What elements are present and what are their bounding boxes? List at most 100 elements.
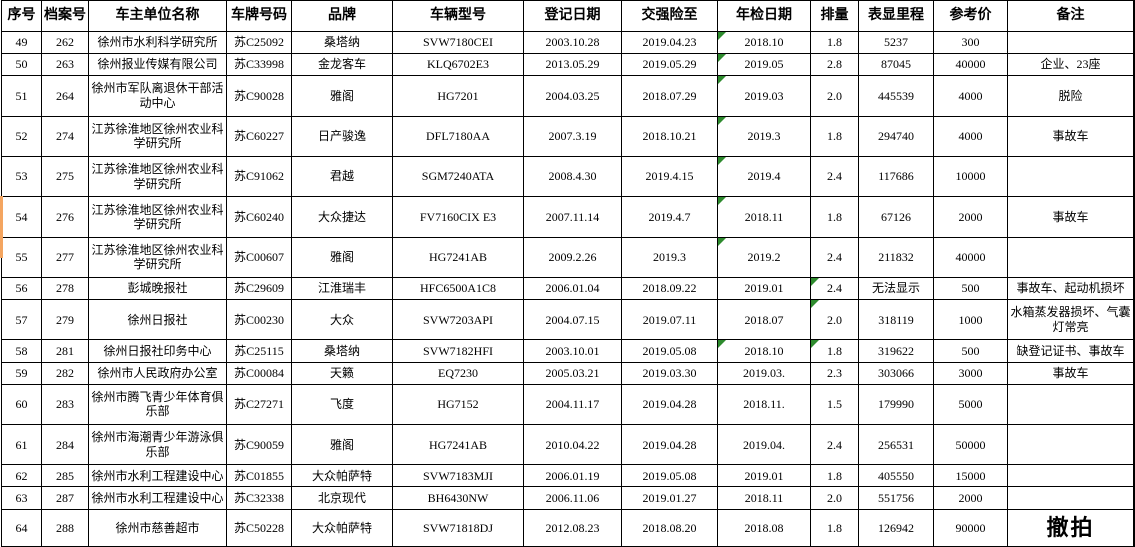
cell-brand[interactable]: 雅阁 [291, 75, 393, 117]
cell-ref-price[interactable]: 1000 [933, 299, 1008, 341]
cell-mileage[interactable]: 211832 [858, 236, 934, 279]
cell-remark[interactable]: 撤拍 [1007, 508, 1135, 547]
cell-displacement[interactable]: 2.4 [810, 277, 859, 301]
cell-inspection-date[interactable]: 2018.07 [717, 299, 811, 341]
cell-displacement[interactable]: 2.8 [810, 53, 859, 77]
cell-reg-date[interactable]: 2003.10.01 [523, 339, 622, 363]
cell-owner[interactable]: 徐州日报社 [88, 299, 227, 341]
cell-inspection-date[interactable]: 2018.10 [717, 339, 811, 363]
cell-file-no[interactable]: 287 [41, 486, 89, 510]
cell-remark[interactable]: 企业、23座 [1007, 53, 1135, 77]
cell-inspection-date[interactable]: 2018.11 [717, 196, 811, 238]
cell-owner[interactable]: 徐州市水利工程建设中心 [88, 464, 227, 488]
cell-displacement[interactable]: 2.0 [810, 75, 859, 117]
cell-insurance-to[interactable]: 2018.09.22 [621, 277, 718, 301]
cell-displacement[interactable]: 1.8 [810, 30, 859, 55]
cell-file-no[interactable]: 285 [41, 464, 89, 488]
cell-inspection-date[interactable]: 2019.4 [717, 155, 811, 198]
cell-mileage[interactable]: 319622 [858, 339, 934, 363]
cell-owner[interactable]: 江苏徐淮地区徐州农业科学研究所 [88, 196, 227, 238]
cell-mileage[interactable]: 117686 [858, 155, 934, 198]
cell-file-no[interactable]: 279 [41, 299, 89, 341]
cell-owner[interactable]: 徐州报业传媒有限公司 [88, 53, 227, 77]
cell-owner[interactable]: 徐州日报社印务中心 [88, 339, 227, 363]
cell-ref-price[interactable]: 15000 [933, 464, 1008, 488]
cell-reg-date[interactable]: 2007.3.19 [523, 115, 622, 157]
cell-reg-date[interactable]: 2007.11.14 [523, 196, 622, 238]
cell-file-no[interactable]: 288 [41, 508, 89, 547]
cell-seq[interactable]: 51 [1, 75, 42, 117]
cell-file-no[interactable]: 281 [41, 339, 89, 363]
cell-file-no[interactable]: 274 [41, 115, 89, 157]
cell-reg-date[interactable]: 2012.08.23 [523, 508, 622, 547]
cell-brand[interactable]: 金龙客车 [291, 53, 393, 77]
column-header-brand[interactable]: 品牌 [291, 0, 393, 32]
cell-model[interactable]: BH6430NW [392, 486, 524, 510]
cell-remark[interactable] [1007, 236, 1135, 279]
column-header-inspection-date[interactable]: 年检日期 [717, 0, 811, 32]
cell-remark[interactable]: 缺登记证书、事故车 [1007, 339, 1135, 363]
cell-ref-price[interactable]: 2000 [933, 486, 1008, 510]
cell-reg-date[interactable]: 2003.10.28 [523, 30, 622, 55]
cell-brand[interactable]: 大众帕萨特 [291, 464, 393, 488]
cell-inspection-date[interactable]: 2019.04. [717, 424, 811, 466]
cell-inspection-date[interactable]: 2019.01 [717, 277, 811, 301]
cell-owner[interactable]: 江苏徐淮地区徐州农业科学研究所 [88, 155, 227, 198]
column-header-mileage[interactable]: 表显里程 [858, 0, 934, 32]
cell-mileage[interactable]: 318119 [858, 299, 934, 341]
cell-reg-date[interactable]: 2004.07.15 [523, 299, 622, 341]
cell-seq[interactable]: 56 [1, 277, 42, 301]
cell-mileage[interactable]: 67126 [858, 196, 934, 238]
cell-brand[interactable]: 桑塔纳 [291, 339, 393, 363]
cell-insurance-to[interactable]: 2018.07.29 [621, 75, 718, 117]
cell-remark[interactable] [1007, 486, 1135, 510]
cell-model[interactable]: DFL7180AA [392, 115, 524, 157]
cell-inspection-date[interactable]: 2018.08 [717, 508, 811, 547]
cell-seq[interactable]: 59 [1, 361, 42, 385]
cell-seq[interactable]: 60 [1, 383, 42, 426]
cell-inspection-date[interactable]: 2018.11 [717, 486, 811, 510]
cell-seq[interactable]: 61 [1, 424, 42, 466]
cell-insurance-to[interactable]: 2019.04.28 [621, 424, 718, 466]
cell-brand[interactable]: 雅阁 [291, 424, 393, 466]
cell-insurance-to[interactable]: 2019.04.28 [621, 383, 718, 426]
cell-ref-price[interactable]: 40000 [933, 53, 1008, 77]
cell-mileage[interactable]: 无法显示 [858, 277, 934, 301]
cell-insurance-to[interactable]: 2019.05.29 [621, 53, 718, 77]
cell-mileage[interactable]: 551756 [858, 486, 934, 510]
cell-remark[interactable] [1007, 464, 1135, 488]
cell-plate[interactable]: 苏C00230 [226, 299, 292, 341]
cell-mileage[interactable]: 294740 [858, 115, 934, 157]
cell-insurance-to[interactable]: 2019.05.08 [621, 339, 718, 363]
cell-displacement[interactable]: 2.0 [810, 486, 859, 510]
cell-displacement[interactable]: 1.8 [810, 508, 859, 547]
cell-ref-price[interactable]: 40000 [933, 236, 1008, 279]
cell-seq[interactable]: 55 [1, 236, 42, 279]
cell-inspection-date[interactable]: 2018.10 [717, 30, 811, 55]
cell-ref-price[interactable]: 50000 [933, 424, 1008, 466]
cell-inspection-date[interactable]: 2019.03. [717, 361, 811, 385]
cell-plate[interactable]: 苏C25092 [226, 30, 292, 55]
cell-seq[interactable]: 50 [1, 53, 42, 77]
cell-displacement[interactable]: 1.5 [810, 383, 859, 426]
cell-owner[interactable]: 徐州市水利科学研究所 [88, 30, 227, 55]
cell-mileage[interactable]: 126942 [858, 508, 934, 547]
cell-file-no[interactable]: 282 [41, 361, 89, 385]
cell-ref-price[interactable]: 3000 [933, 361, 1008, 385]
cell-brand[interactable]: 天籁 [291, 361, 393, 385]
cell-file-no[interactable]: 284 [41, 424, 89, 466]
cell-owner[interactable]: 徐州市人民政府办公室 [88, 361, 227, 385]
cell-owner[interactable]: 徐州市腾飞青少年体育俱乐部 [88, 383, 227, 426]
cell-seq[interactable]: 53 [1, 155, 42, 198]
column-header-owner[interactable]: 车主单位名称 [88, 0, 227, 32]
cell-inspection-date[interactable]: 2019.05 [717, 53, 811, 77]
cell-owner[interactable]: 徐州市军队离退休干部活动中心 [88, 75, 227, 117]
cell-model[interactable]: HG7152 [392, 383, 524, 426]
cell-ref-price[interactable]: 2000 [933, 196, 1008, 238]
cell-ref-price[interactable]: 5000 [933, 383, 1008, 426]
cell-remark[interactable]: 事故车、起动机损坏 [1007, 277, 1135, 301]
cell-insurance-to[interactable]: 2018.08.20 [621, 508, 718, 547]
cell-mileage[interactable]: 87045 [858, 53, 934, 77]
cell-model[interactable]: HG7201 [392, 75, 524, 117]
cell-mileage[interactable]: 445539 [858, 75, 934, 117]
